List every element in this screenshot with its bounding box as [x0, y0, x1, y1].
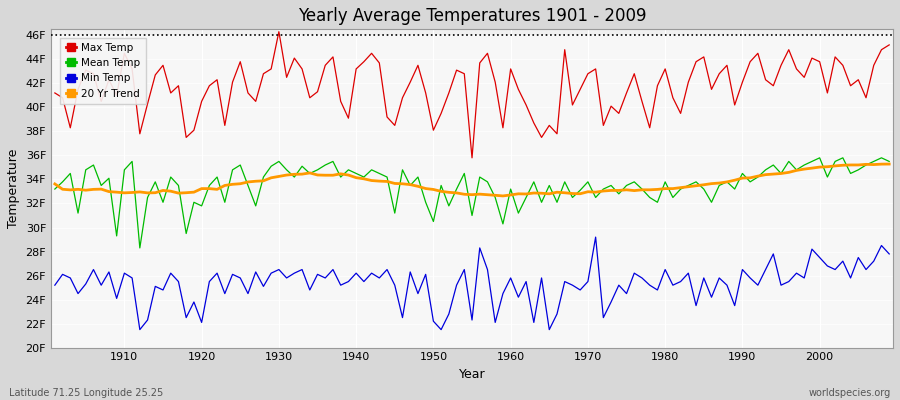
Bar — [51, 83, 893, 107]
X-axis label: Year: Year — [459, 368, 485, 381]
Bar — [51, 131, 893, 156]
Bar — [51, 252, 893, 276]
Title: Yearly Average Temperatures 1901 - 2009: Yearly Average Temperatures 1901 - 2009 — [298, 7, 646, 25]
Bar — [51, 228, 893, 252]
Bar — [51, 156, 893, 180]
Text: worldspecies.org: worldspecies.org — [809, 388, 891, 398]
Legend: Max Temp, Mean Temp, Min Temp, 20 Yr Trend: Max Temp, Mean Temp, Min Temp, 20 Yr Tre… — [60, 38, 146, 104]
Bar — [51, 59, 893, 83]
Bar — [51, 180, 893, 204]
Y-axis label: Temperature: Temperature — [7, 149, 20, 228]
Bar — [51, 107, 893, 131]
Bar — [51, 300, 893, 324]
Bar — [51, 35, 893, 59]
Bar — [51, 204, 893, 228]
Bar — [51, 324, 893, 348]
Text: Latitude 71.25 Longitude 25.25: Latitude 71.25 Longitude 25.25 — [9, 388, 163, 398]
Bar — [51, 276, 893, 300]
